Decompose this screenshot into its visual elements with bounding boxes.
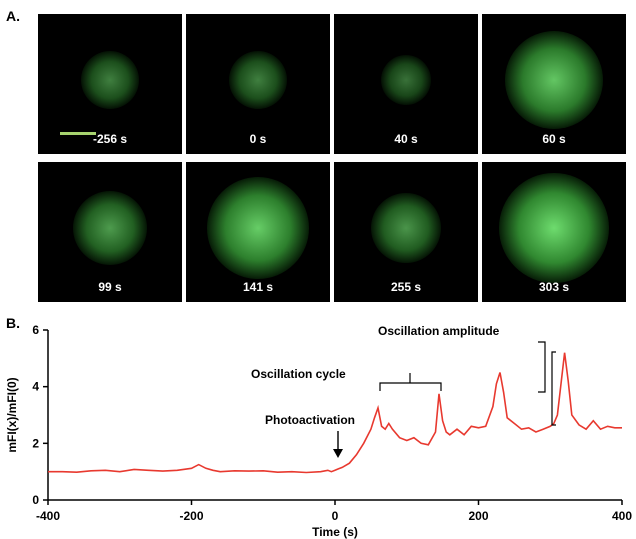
micrograph-tile: 303 s [482, 162, 626, 302]
frame-time-label: 40 s [394, 132, 418, 146]
frame-time-label: 141 s [242, 280, 274, 294]
fluorescent-cell [229, 51, 287, 109]
x-tick-label: -200 [179, 509, 203, 523]
y-axis-label: mFI(x)/mFI(0) [5, 377, 19, 452]
photoactivation-arrow [333, 431, 343, 458]
fluorescent-cell [207, 177, 309, 279]
x-tick-label: 400 [612, 509, 632, 523]
fluorescent-cell [73, 191, 147, 265]
panel-b-label: B. [6, 315, 20, 331]
micrograph-tile: 255 s [334, 162, 478, 302]
frame-time-label: 99 s [98, 280, 122, 294]
x-axis-label: Time (s) [312, 525, 358, 539]
photoactivation-label: Photoactivation [265, 413, 355, 427]
y-tick-label: 4 [32, 380, 39, 394]
fluorescent-cell [81, 51, 139, 109]
y-tick-label: 6 [32, 323, 39, 337]
y-tick-label: 2 [32, 436, 39, 450]
oscillation-amplitude-bracket [538, 341, 556, 426]
y-tick-label: 0 [32, 493, 39, 507]
oscillation-amplitude-label: Oscillation amplitude [378, 324, 500, 338]
scale-bar [60, 132, 96, 135]
micrograph-tile: -256 s [38, 14, 182, 154]
micrograph-tile: 141 s [186, 162, 330, 302]
fluorescent-cell [381, 55, 431, 105]
oscillation-cycle-bracket [379, 373, 442, 391]
fluorescent-cell [505, 31, 603, 129]
frame-time-label: 255 s [390, 280, 422, 294]
micrograph-tile: 99 s [38, 162, 182, 302]
x-tick-label: -400 [36, 509, 60, 523]
fluorescence-line-chart: 0 2 4 6 -400 -200 0 200 400 Time (s) mFI(x)/mFI(0)… [5, 323, 632, 539]
x-tick-label: 0 [332, 509, 339, 523]
x-tick-label: 200 [468, 509, 488, 523]
oscillation-cycle-label: Oscillation cycle [251, 367, 346, 381]
frame-time-label: 303 s [538, 280, 570, 294]
micrograph-tile: 0 s [186, 14, 330, 154]
panel-a-label: A. [6, 8, 20, 24]
fluorescent-cell [499, 173, 609, 283]
micrograph-tile: 60 s [482, 14, 626, 154]
micrograph-tile: 40 s [334, 14, 478, 154]
frame-time-label: 0 s [249, 132, 267, 146]
frame-time-label: 60 s [542, 132, 566, 146]
frame-time-label: -256 s [92, 132, 128, 146]
fluorescent-cell [371, 193, 441, 263]
